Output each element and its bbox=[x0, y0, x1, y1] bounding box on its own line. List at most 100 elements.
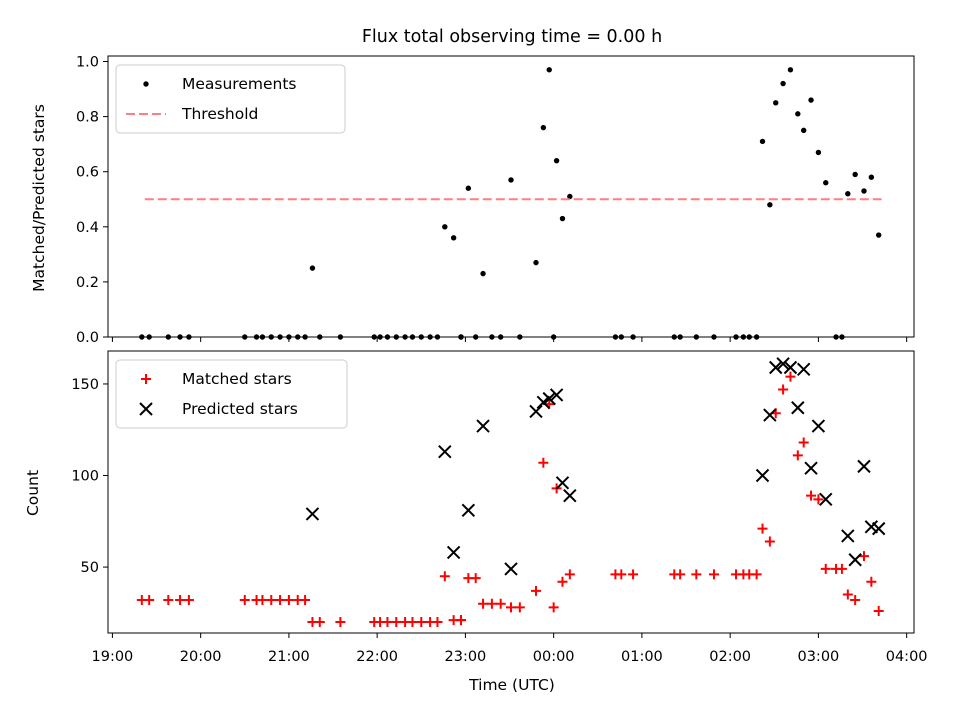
matched-star-point bbox=[564, 569, 575, 580]
measurement-point bbox=[839, 334, 845, 340]
measurement-point bbox=[286, 334, 292, 340]
matched-star-point bbox=[266, 595, 277, 606]
matched-star-point bbox=[391, 617, 402, 628]
measurement-point bbox=[409, 334, 416, 340]
measurement-point bbox=[371, 334, 377, 340]
matched-star-point bbox=[144, 595, 155, 606]
predicted-star-point bbox=[776, 357, 790, 371]
x-tick-label: 03:00 bbox=[797, 649, 839, 665]
matched-star-point bbox=[836, 563, 847, 574]
chart-title: Flux total observing time = 0.00 h bbox=[362, 27, 662, 47]
measurement-point bbox=[295, 334, 301, 340]
measurement-point bbox=[746, 334, 752, 340]
measurement-point bbox=[259, 334, 266, 340]
bottom-y-axis-title: Count bbox=[24, 470, 42, 516]
bottom-legend-box bbox=[115, 359, 348, 429]
matched-star-point bbox=[866, 576, 877, 587]
measurement-point bbox=[852, 171, 858, 178]
legend-label: Predicted stars bbox=[182, 400, 298, 418]
predicted-star-point bbox=[769, 360, 783, 375]
predicted-star-point bbox=[763, 408, 777, 422]
matched-star-point bbox=[439, 571, 450, 582]
measurement-point bbox=[402, 334, 408, 340]
measurement-point bbox=[759, 138, 766, 145]
measurement-point bbox=[533, 259, 539, 266]
measurement-point bbox=[393, 334, 399, 340]
legend-label: Threshold bbox=[181, 105, 258, 123]
measurement-point bbox=[550, 334, 557, 340]
matched-star-point bbox=[183, 595, 194, 606]
matched-star-point bbox=[628, 569, 639, 580]
bottom-y-tick-label: 100 bbox=[71, 469, 99, 485]
matched-star-point bbox=[806, 490, 817, 501]
top-plot-frame bbox=[107, 55, 915, 338]
measurement-point bbox=[384, 334, 391, 340]
measurement-point bbox=[480, 270, 486, 277]
measurement-point bbox=[567, 193, 573, 200]
matched-star-point bbox=[785, 371, 796, 382]
legend-matched-swatch bbox=[141, 374, 151, 384]
x-axis-title: Time (UTC) bbox=[468, 676, 555, 694]
measurement-point bbox=[302, 334, 308, 340]
matched-star-point bbox=[506, 602, 516, 613]
measurement-point bbox=[465, 185, 472, 191]
measurement-point bbox=[546, 67, 552, 73]
matched-star-point bbox=[514, 602, 525, 613]
measurement-point bbox=[773, 100, 779, 106]
measurement-point bbox=[268, 334, 274, 340]
matched-star-point bbox=[382, 617, 393, 628]
predicted-star-point bbox=[549, 388, 564, 402]
matched-star-point bbox=[407, 617, 418, 628]
matched-star-point bbox=[495, 598, 506, 609]
measurement-point bbox=[693, 334, 700, 340]
measurement-point bbox=[434, 334, 441, 340]
matched-star-point bbox=[820, 563, 831, 574]
measurement-point bbox=[498, 334, 504, 340]
measurement-point bbox=[458, 334, 464, 340]
measurement-point bbox=[711, 334, 717, 340]
predicted-star-point bbox=[529, 404, 543, 419]
top-y-tick-label: 0.2 bbox=[76, 275, 99, 291]
x-tick-label: 02:00 bbox=[709, 649, 751, 665]
top-y-tick-label: 0.4 bbox=[76, 220, 99, 236]
top-y-tick-label: 0.0 bbox=[76, 330, 99, 346]
matched-star-point bbox=[257, 595, 268, 606]
x-tick-label: 23:00 bbox=[445, 649, 487, 665]
matched-star-point bbox=[300, 595, 311, 606]
predicted-star-point bbox=[796, 362, 811, 377]
top-legend-box bbox=[115, 64, 346, 134]
measurement-point bbox=[450, 235, 457, 241]
x-tick-label: 20:00 bbox=[180, 649, 222, 665]
matched-star-point bbox=[432, 617, 443, 628]
matched-star-point bbox=[813, 494, 824, 505]
legend-predicted-swatch bbox=[139, 402, 153, 416]
matched-star-point bbox=[798, 437, 809, 448]
measurement-point bbox=[427, 334, 433, 340]
measurement-point bbox=[671, 334, 677, 340]
predicted-star-point bbox=[438, 445, 452, 459]
measurement-point bbox=[618, 334, 625, 340]
matched-star-point bbox=[557, 576, 568, 587]
predicted-star-point bbox=[555, 476, 570, 490]
matched-star-point bbox=[548, 602, 559, 613]
measurement-point bbox=[309, 265, 316, 271]
measurement-point bbox=[559, 215, 566, 222]
matched-star-point bbox=[163, 595, 174, 606]
measurement-point bbox=[740, 334, 747, 340]
predicted-star-point bbox=[811, 419, 826, 433]
matched-star-point bbox=[239, 595, 250, 606]
top-y-axis-title: Matched/Predicted stars bbox=[30, 104, 48, 292]
matched-star-point bbox=[708, 569, 719, 580]
measurement-point bbox=[139, 334, 145, 340]
predicted-star-point bbox=[791, 401, 805, 415]
star-count-panel: 50 100 150 19:00 20:00 21:00 22:00 23:00 00:00 01… bbox=[71, 350, 928, 665]
measurement-point bbox=[800, 127, 807, 134]
measurement-point bbox=[177, 334, 183, 340]
measurement-point bbox=[165, 334, 172, 340]
matched-star-point bbox=[778, 384, 789, 395]
top-y-tick-label: 0.8 bbox=[76, 110, 99, 126]
measurement-point bbox=[823, 180, 829, 186]
predicted-star-point bbox=[476, 419, 490, 433]
measurement-point bbox=[833, 334, 839, 340]
measurement-point bbox=[337, 334, 344, 340]
